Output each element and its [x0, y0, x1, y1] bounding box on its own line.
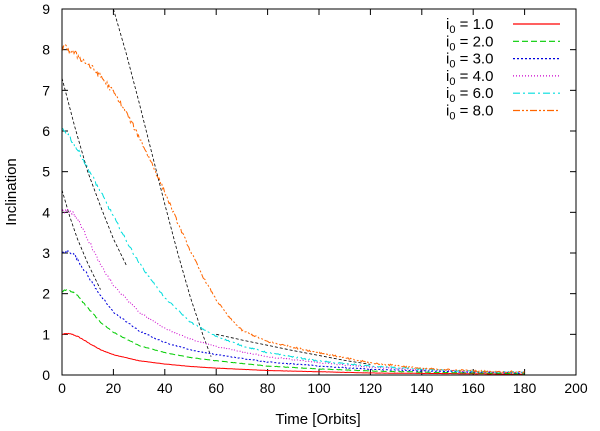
x-tick-label: 0 — [58, 380, 66, 396]
reference-curves — [61, 8, 371, 365]
x-tick-label: 100 — [307, 380, 331, 396]
series-line-1 — [61, 289, 525, 375]
legend-entry-4: i0 = 6.0 — [446, 85, 493, 105]
y-tick-label: 6 — [42, 123, 50, 139]
x-tick-label: 80 — [260, 380, 276, 396]
series-line-4 — [61, 127, 525, 374]
legend-entry-3: i0 = 4.0 — [446, 68, 493, 88]
series-lines — [61, 43, 525, 375]
legend-entry-2: i0 = 3.0 — [446, 51, 493, 71]
reference-curve-0 — [113, 8, 212, 357]
series-line-0 — [61, 332, 525, 375]
y-tick-label: 0 — [42, 367, 50, 383]
y-tick-label: 8 — [42, 42, 50, 58]
x-tick-label: 180 — [513, 380, 537, 396]
x-tick-label: 20 — [106, 380, 122, 396]
y-tick-label: 5 — [42, 164, 50, 180]
series-line-2 — [61, 248, 525, 374]
y-tick-label: 4 — [42, 204, 50, 220]
x-tick-label: 40 — [157, 380, 173, 396]
legend-entry-1: i0 = 2.0 — [446, 33, 493, 53]
y-tick-label: 3 — [42, 245, 50, 261]
y-tick-label: 9 — [42, 1, 50, 17]
x-tick-label: 140 — [410, 380, 434, 396]
reference-curve-1 — [61, 77, 127, 266]
reference-curve-3 — [216, 333, 371, 365]
y-tick-label: 2 — [42, 286, 50, 302]
legend-entry-0: i0 = 1.0 — [446, 16, 493, 36]
reference-curve-2 — [61, 189, 101, 290]
x-tick-label: 160 — [462, 380, 486, 396]
y-tick-label: 7 — [42, 82, 50, 98]
x-tick-label: 60 — [208, 380, 224, 396]
y-axis-label: Inclination — [3, 158, 20, 226]
x-axis-label: Time [Orbits] — [275, 411, 360, 428]
legend-entry-5: i0 = 8.0 — [446, 103, 493, 123]
x-tick-label: 200 — [564, 380, 588, 396]
series-line-5 — [61, 43, 525, 374]
legend: i0 = 1.0i0 = 2.0i0 = 3.0i0 = 4.0i0 = 6.0… — [446, 16, 560, 123]
plot-frame — [61, 8, 577, 376]
x-tick-label: 120 — [359, 380, 383, 396]
y-tick-label: 1 — [42, 326, 50, 342]
